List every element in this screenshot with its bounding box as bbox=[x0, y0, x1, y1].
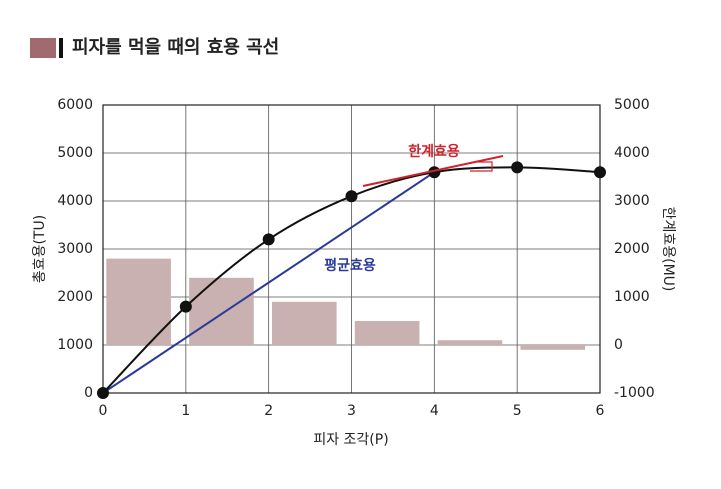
tangent-bracket bbox=[470, 161, 493, 172]
y2-axis-label: 한계효용(MU) bbox=[660, 207, 676, 292]
y-tick-label: 3000 bbox=[57, 241, 93, 257]
bar bbox=[437, 340, 503, 345]
y-tick-label: 2000 bbox=[57, 289, 93, 305]
y2-tick-label: 0 bbox=[614, 337, 623, 353]
point bbox=[511, 161, 524, 174]
y2-tick-label: 5000 bbox=[614, 97, 650, 113]
y2-tick-label: 3000 bbox=[614, 193, 650, 209]
x-tick-label: 6 bbox=[596, 403, 605, 419]
x-tick-label: 4 bbox=[430, 403, 439, 419]
bar bbox=[520, 345, 586, 350]
bar bbox=[189, 277, 254, 345]
y2-tick-label: 4000 bbox=[614, 145, 650, 161]
bar bbox=[106, 258, 171, 345]
x-tick-label: 2 bbox=[264, 403, 273, 419]
average-line bbox=[102, 171, 435, 394]
x-tick-label: 5 bbox=[513, 403, 522, 419]
x-tick-label: 1 bbox=[181, 403, 190, 419]
annotation: 한계효용 bbox=[408, 144, 460, 160]
plot-frame bbox=[102, 104, 601, 394]
chart-title: 피자를 먹을 때의 효용 곡선 bbox=[72, 37, 279, 58]
y-tick-label: 5000 bbox=[57, 145, 93, 161]
x-axis-label: 피자 조각(P) bbox=[313, 432, 388, 448]
title-marker bbox=[30, 38, 56, 58]
y2-tick-label: -1000 bbox=[614, 385, 655, 401]
point bbox=[97, 387, 109, 399]
tangent-line bbox=[362, 155, 504, 187]
title-bar bbox=[59, 38, 63, 58]
y2-tick-label: 2000 bbox=[614, 241, 650, 257]
y-tick-label: 0 bbox=[84, 385, 93, 401]
annotation: 평균효용 bbox=[324, 257, 376, 274]
point bbox=[594, 166, 606, 179]
point bbox=[345, 190, 358, 203]
bar bbox=[354, 321, 420, 345]
bar bbox=[271, 301, 337, 345]
x-tick-label: 0 bbox=[99, 403, 108, 419]
point bbox=[262, 233, 275, 246]
y-tick-label: 1000 bbox=[57, 337, 93, 353]
x-tick-label: 3 bbox=[347, 403, 356, 419]
y2-tick-label: 1000 bbox=[614, 289, 650, 305]
point bbox=[179, 300, 192, 313]
y-tick-label: 6000 bbox=[57, 97, 93, 113]
y-axis-label: 총효용(TU) bbox=[32, 215, 48, 283]
y-tick-label: 4000 bbox=[57, 193, 93, 209]
